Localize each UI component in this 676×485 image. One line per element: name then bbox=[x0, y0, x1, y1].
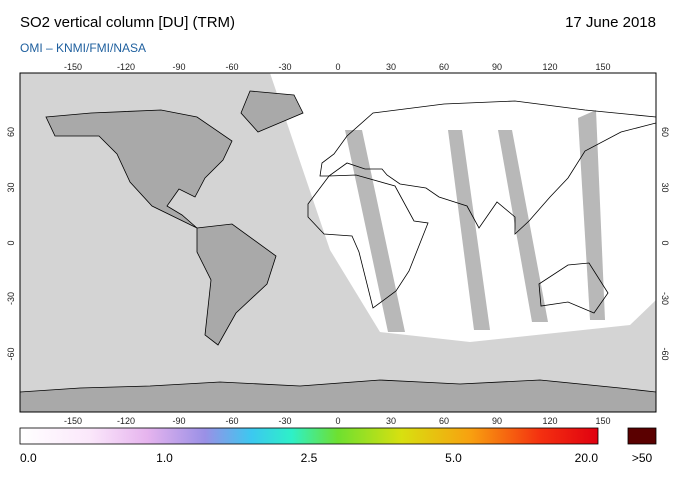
lon-label-top: 150 bbox=[595, 62, 610, 72]
date: 17 June 2018 bbox=[565, 14, 656, 31]
lon-label-top: 60 bbox=[439, 62, 449, 72]
axis-labels: -150 -150 -120 -120 -90 -90 -60 -60 -30 -30 0 0 30 30… bbox=[6, 62, 670, 426]
source: OMI – KNMI/FMI/NASA bbox=[20, 41, 146, 55]
swath-gap bbox=[578, 110, 605, 320]
map-frame bbox=[19, 72, 657, 413]
lat-label-left: -30 bbox=[6, 292, 16, 305]
lon-label-top: 120 bbox=[542, 62, 557, 72]
swath-gap bbox=[498, 130, 548, 322]
lon-label-top: 0 bbox=[335, 62, 340, 72]
africa bbox=[307, 174, 429, 309]
swath-gap bbox=[345, 130, 405, 332]
lon-label-top: -30 bbox=[278, 62, 291, 72]
antarctica bbox=[20, 379, 656, 412]
colorbar bbox=[19, 427, 599, 445]
colorbar-label: 0.0 bbox=[20, 451, 37, 465]
lat-label-right: 60 bbox=[660, 127, 670, 137]
colorbar-label: 5.0 bbox=[445, 451, 462, 465]
lon-label-bottom: -30 bbox=[278, 416, 291, 426]
lon-label-bottom: 150 bbox=[595, 416, 610, 426]
lat-label-right: 0 bbox=[660, 240, 670, 245]
overflow-label: >50 bbox=[632, 451, 653, 465]
swath-gap bbox=[448, 130, 490, 330]
australia bbox=[538, 262, 609, 314]
lon-label-bottom: -120 bbox=[117, 416, 135, 426]
lat-label-right: -60 bbox=[660, 347, 670, 360]
lat-label-left: -60 bbox=[6, 347, 16, 360]
lon-label-bottom: -150 bbox=[64, 416, 82, 426]
lon-label-bottom: 30 bbox=[386, 416, 396, 426]
title: SO2 vertical column [DU] (TRM) bbox=[20, 14, 235, 31]
lon-label-top: -120 bbox=[117, 62, 135, 72]
lat-label-left: 30 bbox=[6, 182, 16, 192]
colorbar-overflow bbox=[627, 427, 657, 445]
colorbar-label: 20.0 bbox=[575, 451, 599, 465]
lat-label-right: 30 bbox=[660, 182, 670, 192]
lon-label-bottom: 120 bbox=[542, 416, 557, 426]
colorbar-label: 2.5 bbox=[301, 451, 318, 465]
lon-label-top: 90 bbox=[492, 62, 502, 72]
lon-label-bottom: 0 bbox=[335, 416, 340, 426]
eurasia bbox=[319, 100, 656, 235]
greenland bbox=[240, 90, 304, 133]
north-america bbox=[45, 109, 233, 229]
lon-label-bottom: 60 bbox=[439, 416, 449, 426]
colorbar-label: 1.0 bbox=[156, 451, 173, 465]
lat-label-right: -30 bbox=[660, 292, 670, 305]
south-america bbox=[196, 223, 277, 346]
lon-label-top: 30 bbox=[386, 62, 396, 72]
lat-label-left: 60 bbox=[6, 127, 16, 137]
map-area bbox=[20, 73, 656, 412]
lon-label-bottom: -90 bbox=[172, 416, 185, 426]
lon-label-top: -90 bbox=[172, 62, 185, 72]
lon-label-top: -60 bbox=[225, 62, 238, 72]
lon-label-bottom: 90 bbox=[492, 416, 502, 426]
lon-label-top: -150 bbox=[64, 62, 82, 72]
lat-label-left: 0 bbox=[6, 240, 16, 245]
lon-label-bottom: -60 bbox=[225, 416, 238, 426]
